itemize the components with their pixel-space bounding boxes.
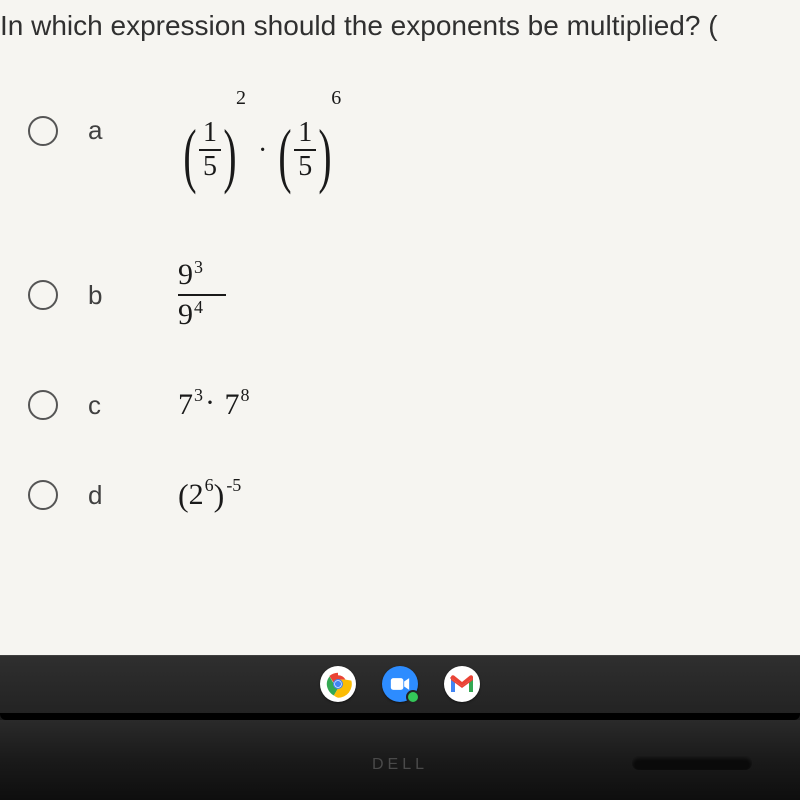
radio-d[interactable] (28, 480, 58, 510)
option-a-base2-den: 5 (298, 151, 312, 181)
fraction-bar-icon (178, 294, 226, 296)
question-text: In which expression should the exponents… (0, 10, 718, 42)
option-d-inner-base: 2 (189, 478, 204, 512)
option-d-outer-exp: -5 (226, 478, 241, 492)
multiply-dot-icon: · (258, 135, 267, 167)
option-a-base1-num: 1 (203, 119, 217, 149)
option-a-exp2: 6 (331, 87, 341, 110)
radio-b[interactable] (28, 280, 58, 310)
left-paren-icon: ( (279, 119, 292, 191)
option-c-base2: 7 (225, 388, 240, 422)
option-b-base-bottom: 9 (178, 300, 193, 330)
option-b-label: b (58, 275, 178, 315)
radio-c[interactable] (28, 390, 58, 420)
option-b-base-top: 9 (178, 260, 193, 290)
option-a-row[interactable]: a ( 1 5 ) 2 (28, 110, 628, 220)
option-c-exp1: 3 (194, 388, 203, 402)
laptop-brand: DELL (372, 756, 428, 774)
option-d-expression: ( 2 6 ) -5 (178, 478, 628, 512)
option-b-exp-top: 3 (194, 260, 203, 274)
taskbar (0, 655, 800, 713)
laptop-lid-notch (632, 756, 752, 770)
option-a-base2-num: 1 (298, 119, 312, 149)
radio-a[interactable] (28, 116, 58, 146)
option-d-label: d (58, 475, 178, 515)
option-c-row[interactable]: c 7 3 · 7 8 (28, 370, 628, 440)
screen-bezel: In which expression should the exponents… (0, 0, 800, 720)
right-paren-icon: ) (319, 119, 332, 191)
option-c-exp2: 8 (241, 388, 250, 402)
right-paren-icon: ) (214, 478, 225, 512)
laptop-frame: In which expression should the exponents… (0, 0, 800, 800)
quiz-content-area: In which expression should the exponents… (0, 0, 800, 655)
option-a-expression: ( 1 5 ) 2 · ( (178, 110, 628, 200)
option-a-label: a (58, 110, 178, 150)
left-paren-icon: ( (183, 119, 196, 191)
left-paren-icon: ( (178, 478, 189, 512)
zoom-icon[interactable] (382, 666, 418, 702)
option-c-base1: 7 (178, 388, 193, 422)
chrome-icon[interactable] (320, 666, 356, 702)
multiply-dot-icon: · (205, 386, 215, 420)
laptop-base: DELL (0, 720, 800, 800)
option-b-row[interactable]: b 9 3 9 4 (28, 240, 628, 350)
option-d-row[interactable]: d ( 2 6 ) -5 (28, 460, 628, 530)
option-b-exp-bottom: 4 (194, 300, 203, 314)
gmail-icon[interactable] (444, 666, 480, 702)
right-paren-icon: ) (223, 119, 236, 191)
option-c-label: c (58, 385, 178, 425)
option-d-inner-exp: 6 (205, 478, 214, 492)
option-b-expression: 9 3 9 4 (178, 260, 628, 330)
option-c-expression: 7 3 · 7 8 (178, 388, 628, 422)
active-indicator-icon (406, 690, 420, 704)
options-block: a ( 1 5 ) 2 (28, 110, 628, 550)
option-a-exp1: 2 (236, 87, 246, 110)
option-a-base1-den: 5 (203, 151, 217, 181)
